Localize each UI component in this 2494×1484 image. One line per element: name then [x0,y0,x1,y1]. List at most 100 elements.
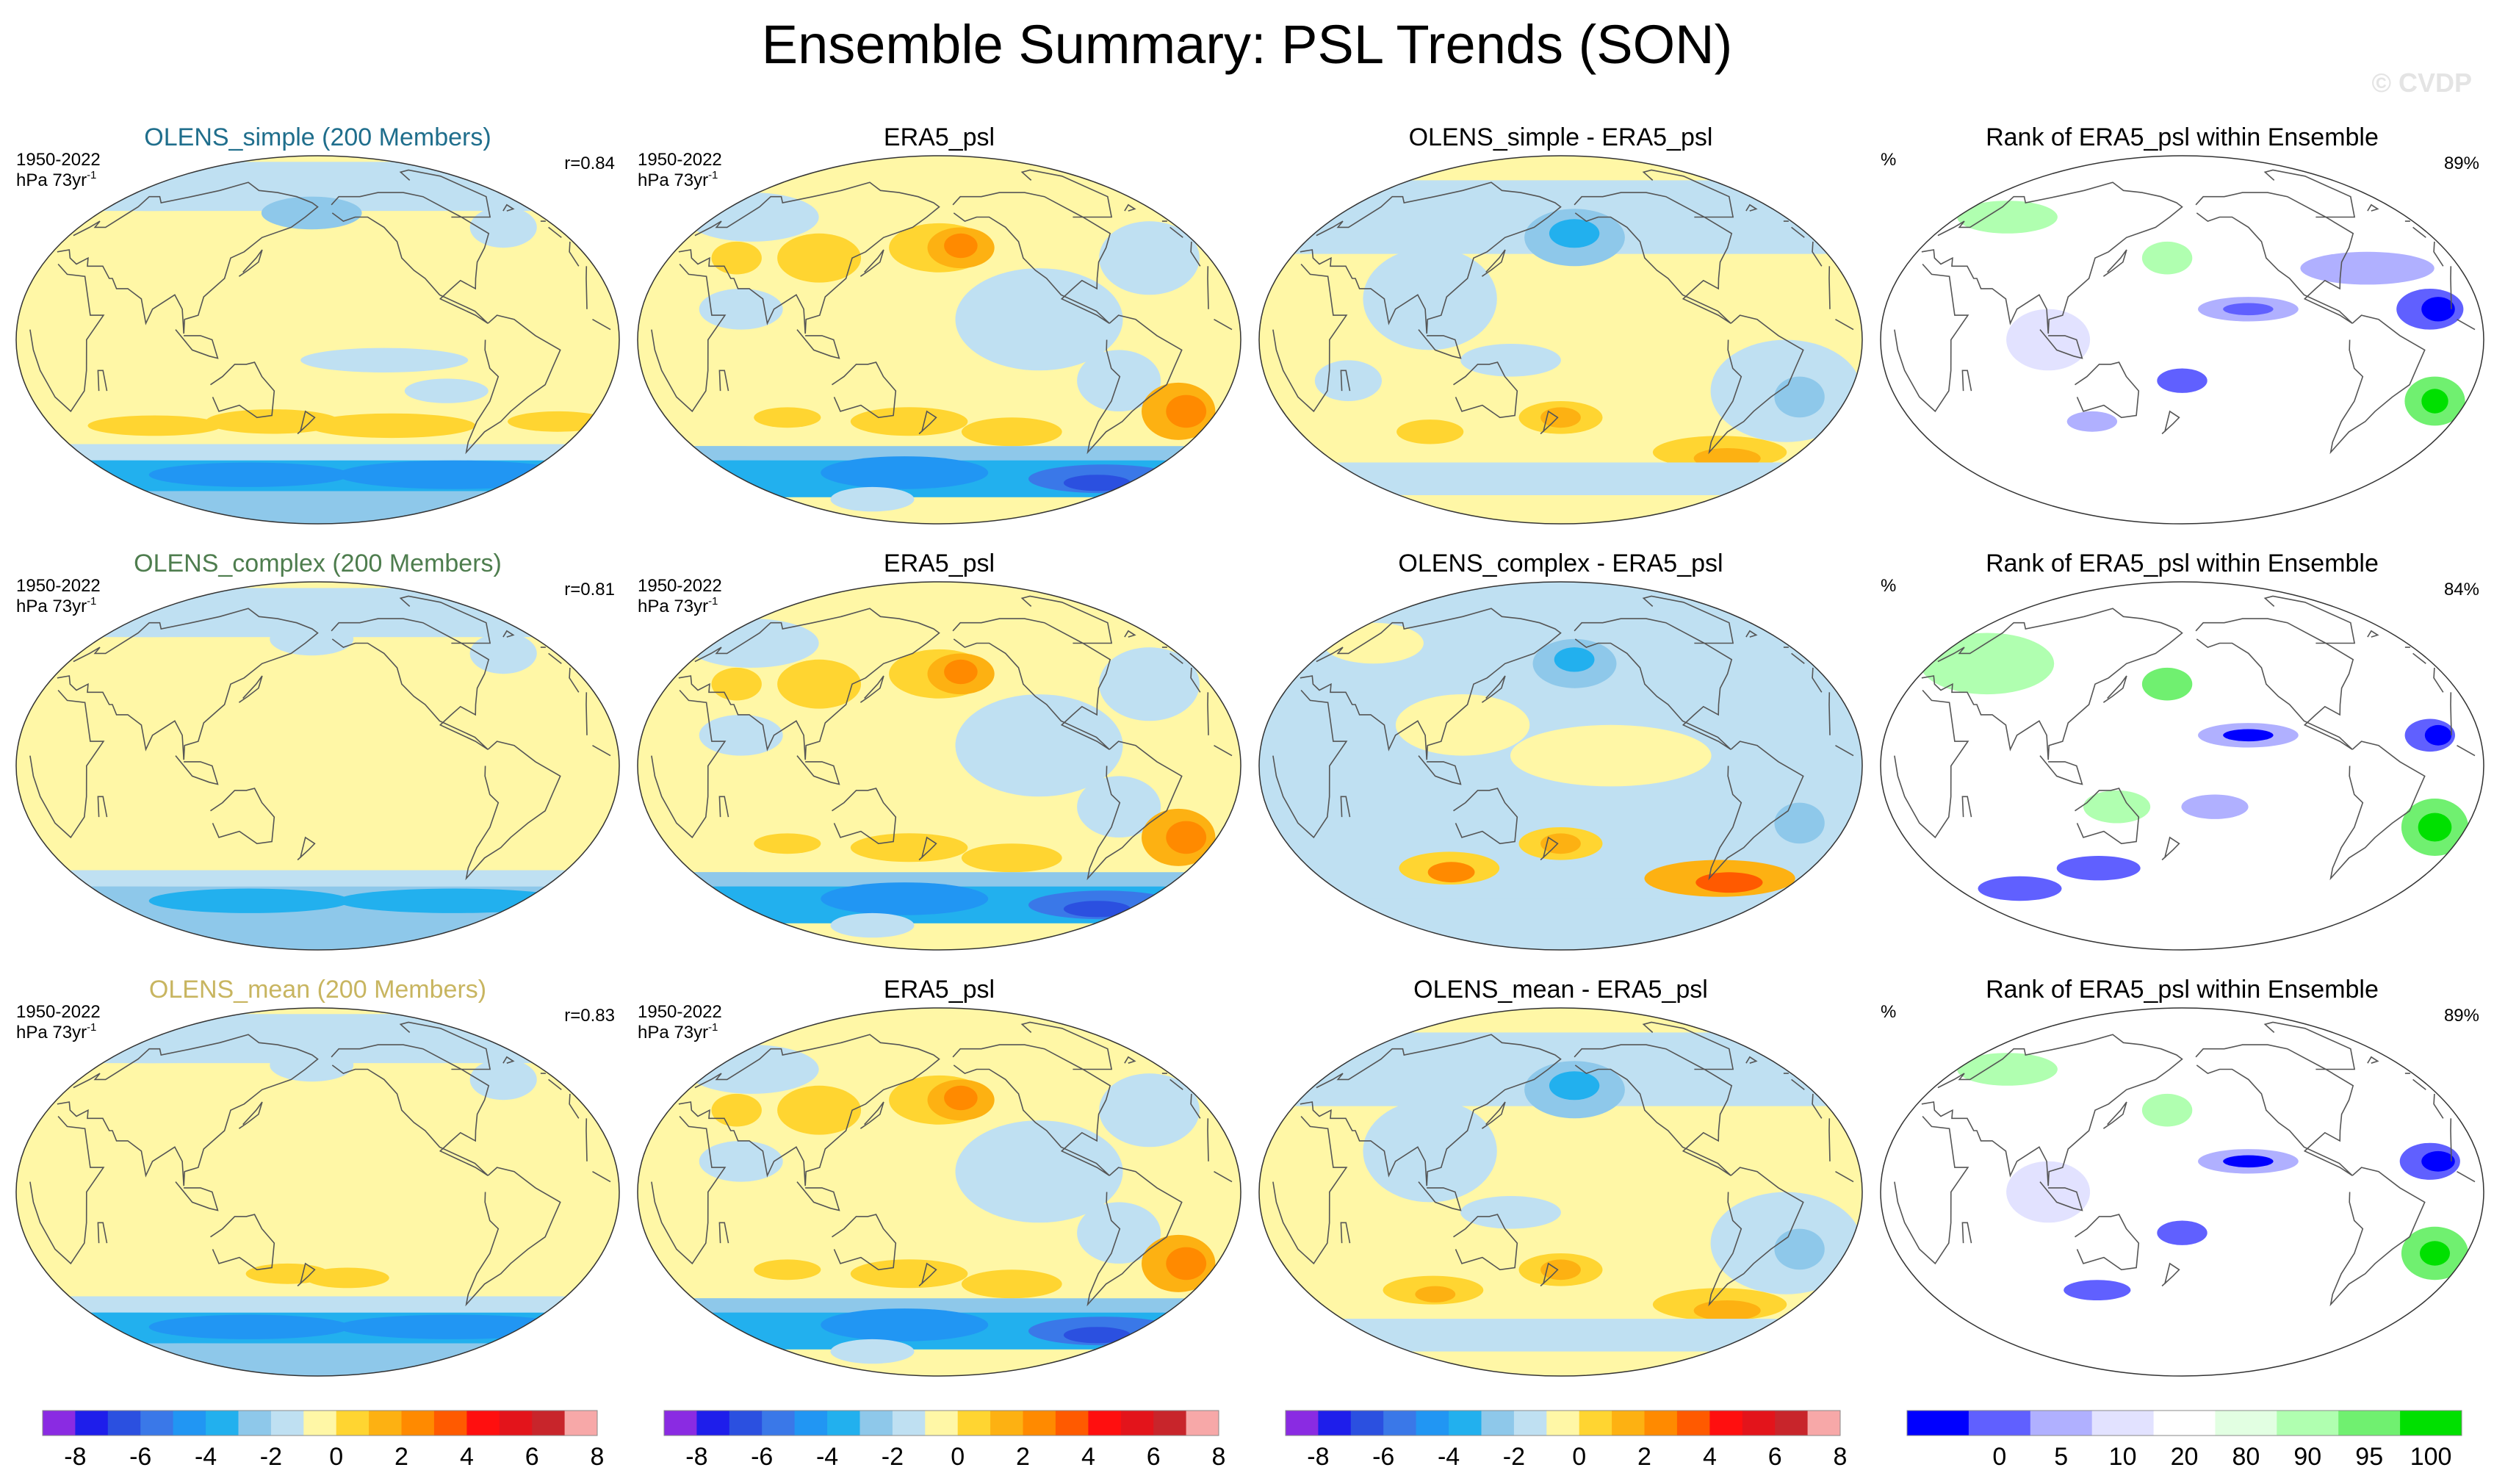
colorbar-swatch [369,1411,402,1436]
units-superscript: -1 [87,595,96,608]
colorbar-tick-label: 90 [2293,1443,2321,1471]
trend-contour [850,833,968,862]
colorbar-swatch [696,1411,730,1436]
trend-contour [2223,1155,2274,1168]
trend-contour [2064,1280,2131,1300]
colorbar-swatch [2030,1411,2093,1436]
coastline [1453,1214,1518,1271]
watermark: © CVDP [2371,68,2472,98]
colorbar-tick-label: 6 [1768,1443,1782,1471]
coastline [651,1115,1233,1265]
coastline [2329,741,2426,881]
coastline [1783,646,1805,664]
colorbar-tick-label: 6 [1147,1443,1161,1471]
coastline [465,1167,561,1307]
trend-contour [1166,395,1207,428]
trend-contour [944,1085,978,1111]
coastline [2039,329,2083,359]
coastline [1921,181,2444,334]
colorbar-swatch [336,1411,370,1436]
trend-contour [2420,1241,2450,1266]
coastline [1020,595,1113,644]
map-outline [637,1007,1241,1377]
trend-contour [1549,219,1600,248]
trend-contour [1166,1247,1207,1281]
coastline [718,1222,729,1244]
colorbar-tick-label: 20 [2171,1443,2199,1471]
coastline [952,618,1111,750]
trend-contour [2300,251,2434,285]
units-label: hPa 73yr-1 [638,595,718,616]
colorbar-swatch [1055,1411,1089,1436]
trend-contour [308,413,476,439]
trend-contour [2418,813,2452,842]
colorbar-tick-label: 4 [1081,1443,1095,1471]
coastline [540,1073,562,1090]
trend-contour [1957,1053,2058,1086]
colorbar-tick-label: -4 [1438,1443,1460,1471]
coastline [1086,1167,1183,1307]
coastline [1894,263,2476,413]
colorbar-4: 0 5 10 20 80 90 95 100 [1906,1410,2462,1471]
coastline [2404,646,2426,664]
coastline [1453,361,1518,419]
coastline [1418,1181,1462,1211]
coastline [465,314,561,455]
trend-contour [955,1120,1123,1223]
trend-contour [2141,241,2193,275]
stat-label: 84% [2444,580,2479,599]
colorbar-swatch [762,1411,796,1436]
trend-contour [961,417,1062,447]
colorbar-swatch [1383,1411,1417,1436]
colorbar-swatch [303,1411,337,1436]
panel-title: Rank of ERA5_psl within Ensemble [1986,550,2379,577]
period-label: 1950-2022 [638,576,722,596]
trend-contour [1695,872,1763,893]
trend-contour [955,268,1123,371]
trend-contour [944,659,978,685]
coastline [1540,836,1559,861]
period-label: 1950-2022 [16,576,101,596]
coastline [678,608,1201,760]
coastline [651,689,1233,839]
trend-contour [2056,856,2141,881]
map-background [1881,156,2484,524]
coastline [918,410,937,435]
trend-contour [821,882,989,915]
colorbar-tick-label: 8 [1834,1443,1848,1471]
trend-band [16,917,619,950]
trend-contour [711,667,762,701]
coastline [1340,370,1351,392]
colorbar-swatch [1153,1411,1187,1436]
coastline [1300,1034,1823,1186]
colorbar-tick-label: 2 [1016,1443,1030,1471]
coastline [2367,203,2379,212]
colorbar-tick-label: -8 [64,1443,86,1471]
coastline [1574,618,1733,750]
coastline [1894,1115,2476,1265]
coastline [1418,329,1462,359]
colorbar-swatch [1676,1411,1710,1436]
trend-contour [2157,368,2208,393]
map-outline [637,581,1241,951]
coastline [1745,1056,1758,1064]
coastline [2263,595,2356,644]
coastline [175,755,219,785]
colorbar-swatch [1186,1411,1219,1436]
coastline [1340,1222,1351,1244]
coastline [1540,410,1559,435]
trend-contour [1774,802,1825,844]
panel-title: ERA5_psl [884,976,995,1004]
coastline [1418,755,1462,785]
coastline [175,1181,219,1211]
coastline [465,741,561,881]
trend-contour [270,1048,354,1082]
coastline [832,361,897,419]
coastline [832,788,897,845]
map-fill-layer [1881,582,2484,950]
coastline [1340,796,1351,818]
coastline [297,1262,316,1287]
colorbar-tick-label: -4 [195,1443,217,1471]
